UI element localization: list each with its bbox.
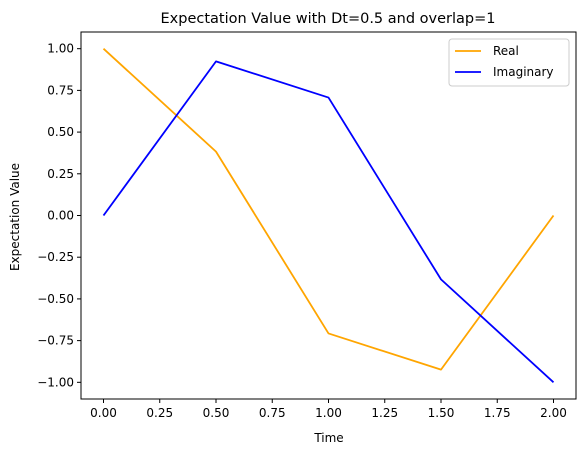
x-axis: 0.00 0.25 0.50 0.75 1.00 1.25 1.50 1.75 2.00 [90, 399, 567, 420]
x-tick-label: 1.00 [315, 406, 342, 420]
series-line-imaginary [102, 60, 555, 383]
series-layer [102, 48, 555, 383]
y-tick-label: −0.25 [37, 250, 74, 264]
y-tick-label: −0.50 [37, 292, 74, 306]
y-tick-label: 0.75 [47, 83, 74, 97]
y-tick-label: −0.75 [37, 334, 74, 348]
x-tick-label: 0.25 [146, 406, 173, 420]
legend: Real Imaginary [448, 38, 570, 87]
chart-title: Expectation Value with Dt=0.5 and overla… [161, 11, 496, 27]
x-tick-label: 1.25 [371, 406, 398, 420]
y-tick-label: −1.00 [37, 375, 74, 389]
x-tick-label: 1.50 [428, 406, 455, 420]
x-axis-label: Time [313, 431, 343, 445]
x-tick-label: 0.75 [259, 406, 286, 420]
x-tick-label: 2.00 [540, 406, 567, 420]
plot-frame [80, 31, 577, 400]
series-line-real [102, 48, 555, 371]
y-axis-label: Expectation Value [8, 163, 22, 271]
x-tick-label: 0.50 [203, 406, 230, 420]
y-axis: 1.00 0.75 0.50 0.25 0.00 −0.25 −0.50 −0.75 −1.00 [37, 42, 81, 389]
legend-label-imaginary: Imaginary [493, 65, 554, 79]
y-tick-label: 0.50 [47, 125, 74, 139]
y-tick-label: 1.00 [47, 42, 74, 56]
legend-label-real: Real [493, 44, 519, 58]
y-tick-label: 0.00 [47, 209, 74, 223]
x-tick-label: 1.75 [484, 406, 511, 420]
y-tick-label: 0.25 [47, 167, 74, 181]
x-tick-label: 0.00 [90, 406, 117, 420]
